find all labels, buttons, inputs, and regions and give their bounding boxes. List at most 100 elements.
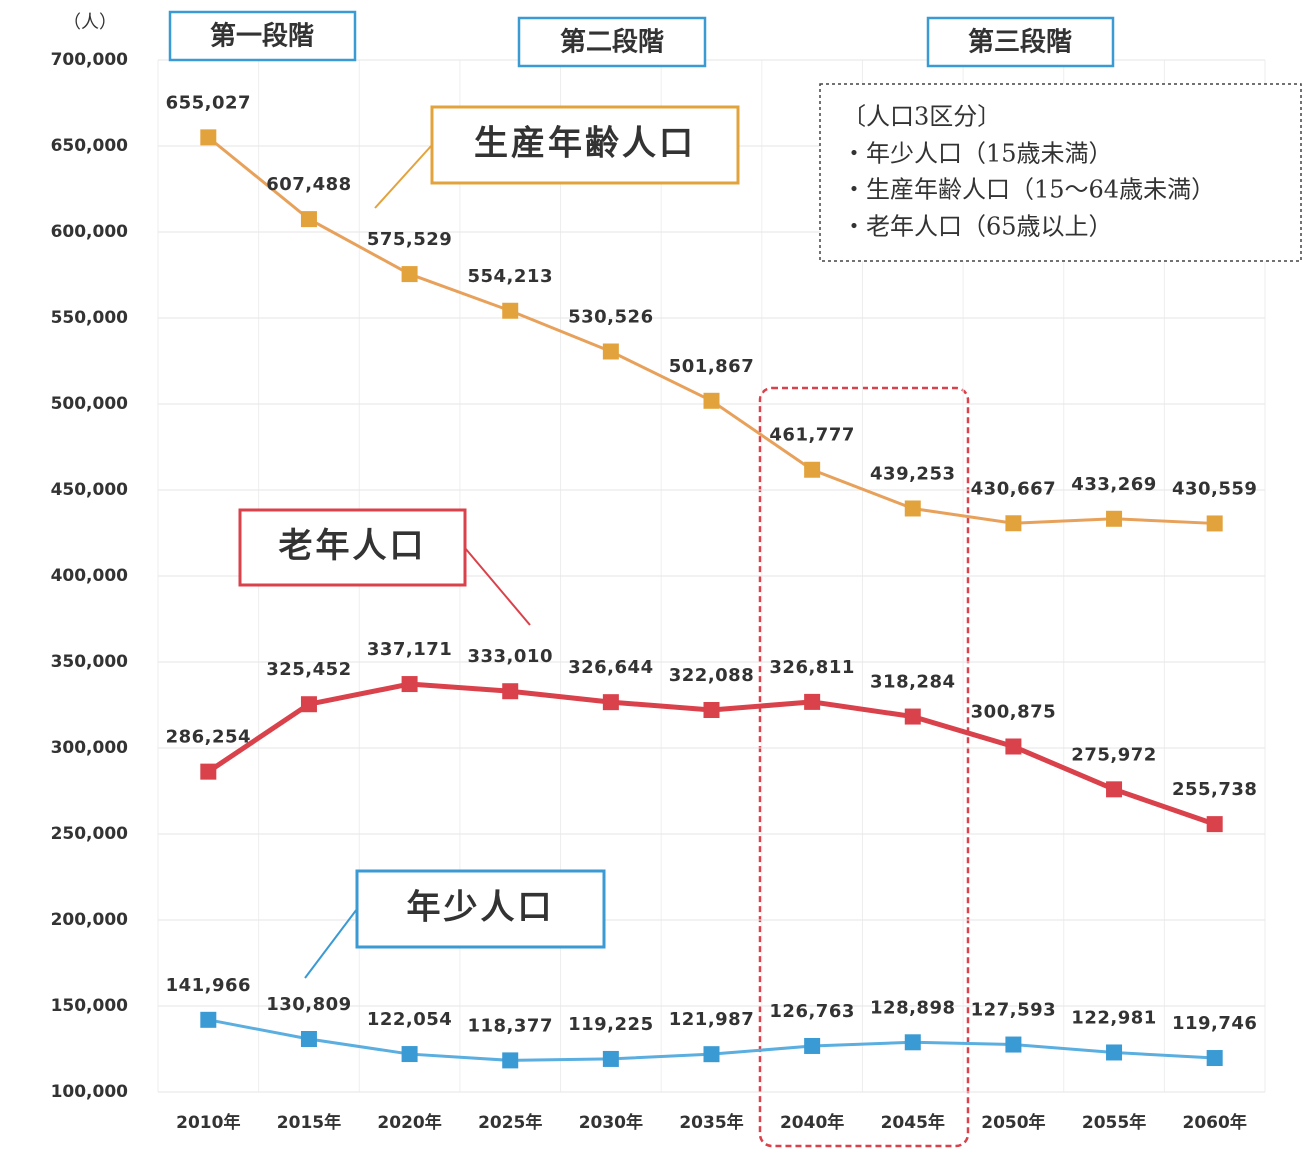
note-box: 〔人口3区分〕 ・年少人口（15歳未満） ・生産年齢人口（15～64歳未満） ・… [819,83,1302,262]
data-label: 118,377 [467,1015,552,1036]
point-marker [300,696,317,713]
data-label: 333,010 [467,646,552,667]
data-label: 326,644 [568,657,653,678]
y-tick-label: 700,000 [51,50,129,70]
stage-label: 第三段階 [968,27,1072,58]
data-label: 554,213 [467,266,552,287]
point-marker [1005,515,1022,532]
point-marker [804,461,821,478]
stage-group: 第一段階 第二段階 第三段階 [168,10,1115,68]
legend-label: 年少人口 [407,888,555,928]
x-tick-label: 2060年 [1183,1112,1247,1133]
data-label: 337,171 [367,639,452,660]
data-label: 126,763 [769,1001,854,1022]
y-tick-label: 550,000 [51,308,129,328]
data-label: 275,972 [1071,744,1156,765]
point-marker [703,1046,720,1063]
callout-box [238,508,467,587]
x-tick-label: 2045年 [881,1112,945,1133]
callout-box [430,105,740,185]
point-marker [401,1046,418,1063]
point-marker [904,708,921,725]
point-marker [904,1034,921,1051]
point-marker [804,693,821,710]
x-tick-label: 2030年 [579,1112,643,1133]
legend-label: 老年人口 [279,526,427,566]
data-label: 122,981 [1071,1007,1156,1028]
point-marker [502,1052,519,1069]
point-marker [602,694,619,711]
data-label: 430,667 [971,478,1056,499]
point-marker [1206,816,1223,833]
data-label: 121,987 [669,1009,754,1030]
y-tick-label: 400,000 [51,566,129,586]
data-label: 655,027 [166,92,251,113]
stage-label: 第一段階 [210,21,314,52]
data-label: 430,559 [1172,478,1257,499]
point-marker [200,763,217,780]
x-tick-label: 2020年 [377,1112,441,1133]
data-label: 439,253 [870,463,955,484]
data-label: 318,284 [870,672,955,693]
x-tick-label: 2040年 [780,1112,844,1133]
highlight-box [758,386,970,1148]
unit-label: （人） [63,12,117,33]
point-marker [703,392,720,409]
note-item: ・生産年齢人口（15～64歳未満） [842,176,1215,204]
callout-leader [464,547,531,626]
y-tick-label: 300,000 [51,738,129,758]
point-marker [200,129,217,146]
point-marker [401,266,418,283]
point-marker [904,500,921,517]
point-marker [602,343,619,360]
data-label: 286,254 [166,727,251,748]
callout-leader [304,908,358,979]
y-tick-label: 100,000 [51,1082,129,1102]
callout-leader [374,144,433,209]
stage-box [168,10,357,62]
point-marker [300,1031,317,1048]
x-tick-label: 2055年 [1082,1112,1146,1133]
point-marker [502,683,519,700]
x-tick-label: 2015年 [277,1112,341,1133]
point-marker [200,1011,217,1028]
data-label: 300,875 [971,701,1056,722]
point-marker [300,211,317,228]
data-label: 119,746 [1172,1013,1257,1034]
point-marker [1005,1036,1022,1053]
data-label: 530,526 [568,306,653,327]
x-tick-label: 2050年 [981,1112,1045,1133]
y-tick-label: 350,000 [51,652,129,672]
point-marker [401,676,418,693]
data-label: 255,738 [1172,779,1257,800]
point-marker [804,1037,821,1054]
x-tick-label: 2010年 [176,1112,240,1133]
data-label: 130,809 [266,994,351,1015]
y-tick-label: 200,000 [51,910,129,930]
y-tick-label: 650,000 [51,136,129,156]
y-tick-label: 600,000 [51,222,129,242]
point-marker [1106,1044,1123,1061]
note-item: ・年少人口（15歳未満） [842,140,1113,168]
stage-label: 第二段階 [560,27,664,58]
point-marker [1106,781,1123,798]
data-label: 325,452 [266,659,351,680]
point-marker [502,302,519,319]
note-frame [819,83,1302,262]
data-label: 128,898 [870,997,955,1018]
callout-box [355,869,606,949]
data-label: 501,867 [669,356,754,377]
x-tick-label: 2035年 [679,1112,743,1133]
y-tick-label: 450,000 [51,480,129,500]
data-label: 127,593 [971,1000,1056,1021]
data-label: 122,054 [367,1009,452,1030]
point-marker [703,702,720,719]
data-label: 326,811 [769,657,854,678]
data-label: 141,966 [166,975,251,996]
stage-box [517,16,707,68]
point-marker [1005,738,1022,755]
point-marker [1206,1050,1223,1067]
data-label: 575,529 [367,229,452,250]
data-label: 433,269 [1071,474,1156,495]
